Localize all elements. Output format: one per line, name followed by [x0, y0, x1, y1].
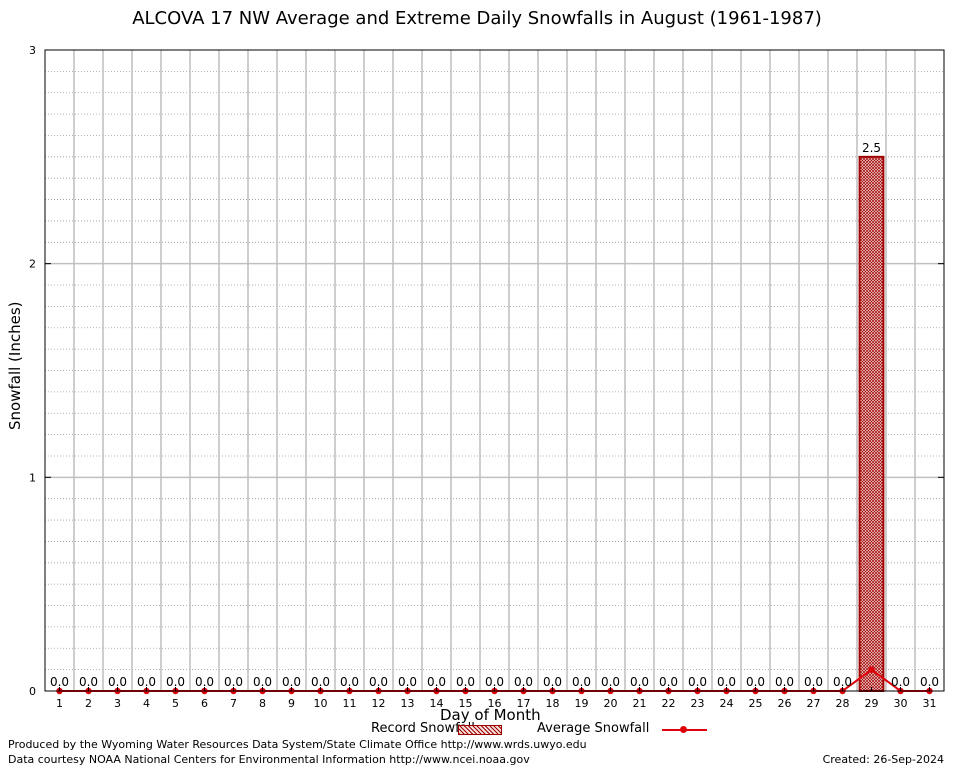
data-label: 0.0 [717, 675, 736, 689]
data-label: 0.0 [456, 675, 475, 689]
data-label: 0.0 [427, 675, 446, 689]
x-tick-label: 21 [633, 697, 647, 710]
x-tick-label: 18 [546, 697, 560, 710]
data-label: 0.0 [543, 675, 562, 689]
data-label: 2.5 [862, 141, 881, 155]
x-tick-label: 11 [343, 697, 357, 710]
data-label: 0.0 [79, 675, 98, 689]
data-label: 0.0 [891, 675, 910, 689]
legend-average-marker [680, 726, 687, 733]
x-tick-label: 10 [314, 697, 328, 710]
data-label: 0.0 [224, 675, 243, 689]
x-tick-label: 19 [575, 697, 589, 710]
data-label: 0.0 [572, 675, 591, 689]
x-tick-label: 25 [749, 697, 763, 710]
data-label: 0.0 [340, 675, 359, 689]
plot-frame [45, 50, 944, 691]
bars-layer [860, 157, 884, 691]
data-label: 0.0 [659, 675, 678, 689]
average-point [868, 666, 874, 672]
legend-average-label: Average Snowfall [537, 721, 649, 736]
y-tick-label: 3 [29, 44, 36, 57]
y-tick-label: 1 [29, 471, 36, 484]
x-tick-label: 30 [894, 697, 908, 710]
data-label: 0.0 [688, 675, 707, 689]
data-label: 0.0 [50, 675, 69, 689]
footer-produced-by: Produced by the Wyoming Water Resources … [8, 738, 587, 751]
record-bar [860, 157, 884, 691]
data-label: 0.0 [137, 675, 156, 689]
x-tick-label: 5 [172, 697, 179, 710]
x-tick-label: 27 [807, 697, 821, 710]
x-tick-label: 13 [401, 697, 415, 710]
y-tick-label: 0 [29, 685, 36, 698]
data-label: 0.0 [398, 675, 417, 689]
x-tick-label: 3 [114, 697, 121, 710]
data-label: 0.0 [166, 675, 185, 689]
x-tick-label: 6 [201, 697, 208, 710]
footer-data-courtesy: Data courtesy NOAA National Centers for … [8, 753, 530, 766]
x-tick-label: 26 [778, 697, 792, 710]
x-tick-label: 22 [662, 697, 676, 710]
data-label: 0.0 [920, 675, 939, 689]
x-tick-label: 23 [691, 697, 705, 710]
data-label: 0.0 [833, 675, 852, 689]
data-label: 0.0 [369, 675, 388, 689]
data-label: 0.0 [195, 675, 214, 689]
grid-lines [45, 50, 944, 691]
data-label: 0.0 [514, 675, 533, 689]
x-tick-label: 20 [604, 697, 618, 710]
legend-record-swatch [458, 725, 502, 735]
data-label: 0.0 [630, 675, 649, 689]
data-label: 0.0 [485, 675, 504, 689]
footer-created-date: Created: 26-Sep-2024 [823, 753, 944, 766]
x-tick-label: 7 [230, 697, 237, 710]
data-labels-layer: 0.0 0.0 0.0 0.0 0.0 0.0 0.0 0.0 0.0 0.0 0.0 0.0 0.0 0… [50, 141, 939, 689]
y-tick-label: 2 [29, 258, 36, 271]
x-tick-label: 29 [865, 697, 879, 710]
x-tick-label: 4 [143, 697, 150, 710]
data-label: 0.0 [108, 675, 127, 689]
x-tick-label: 12 [372, 697, 386, 710]
data-label: 0.0 [804, 675, 823, 689]
data-label: 0.0 [311, 675, 330, 689]
data-label: 0.0 [775, 675, 794, 689]
x-tick-label: 9 [288, 697, 295, 710]
data-label: 0.0 [746, 675, 765, 689]
x-tick-label: 8 [259, 697, 266, 710]
x-tick-label: 2 [85, 697, 92, 710]
data-label: 0.0 [601, 675, 620, 689]
x-tick-label: 1 [56, 697, 63, 710]
axes-layer: 0123123456789101112131415161718192021222… [29, 44, 944, 710]
data-label: 0.0 [282, 675, 301, 689]
x-tick-label: 28 [836, 697, 850, 710]
x-tick-label: 31 [923, 697, 937, 710]
data-label: 0.0 [253, 675, 272, 689]
x-tick-label: 24 [720, 697, 734, 710]
